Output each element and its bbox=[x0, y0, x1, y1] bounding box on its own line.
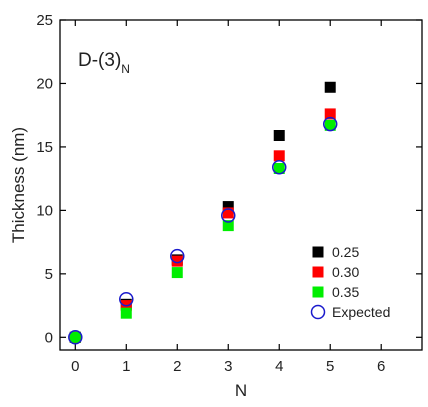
data-point-square bbox=[120, 307, 132, 319]
data-point-square bbox=[324, 119, 336, 131]
data-marks bbox=[68, 81, 338, 345]
y-tick-label: 10 bbox=[36, 202, 53, 219]
data-point-square bbox=[324, 108, 336, 120]
data-point-circle bbox=[170, 248, 185, 264]
y-tick-label: 20 bbox=[36, 75, 53, 92]
legend-marker bbox=[310, 304, 326, 320]
axis-ticks: 0 1 2 3 4 5 6 0 5 10 15 20 25 bbox=[36, 12, 422, 375]
data-point-circle bbox=[119, 291, 134, 307]
data-point-square bbox=[222, 220, 234, 232]
plot-frame bbox=[59, 19, 423, 351]
legend-label: 0.30 bbox=[332, 264, 359, 280]
legend-marker bbox=[312, 246, 324, 258]
legend-marker bbox=[312, 286, 324, 298]
data-point-square bbox=[273, 163, 285, 174]
y-tick-label: 0 bbox=[45, 329, 53, 346]
x-tick-label: 0 bbox=[71, 358, 79, 375]
x-axis-label: N bbox=[235, 381, 247, 400]
data-point-square bbox=[273, 150, 285, 162]
data-point-square bbox=[324, 81, 336, 93]
y-tick-label: 15 bbox=[36, 139, 53, 156]
data-point-circle bbox=[68, 330, 83, 345]
legend-marker bbox=[312, 266, 324, 278]
legend-label: 0.35 bbox=[332, 284, 359, 300]
annotation-subscript: N bbox=[121, 62, 130, 76]
chart-annotation: D-(3)N bbox=[78, 50, 130, 76]
y-tick-label: 5 bbox=[45, 266, 53, 283]
y-axis-label: Thickness (nm) bbox=[9, 127, 28, 243]
legend: 0.25 0.30 0.35 Expected bbox=[310, 244, 390, 320]
x-tick-label: 5 bbox=[326, 358, 334, 375]
data-point-square bbox=[222, 201, 234, 213]
data-point-circle bbox=[221, 208, 236, 223]
x-tick-label: 6 bbox=[377, 358, 385, 375]
annotation-main: D-(3) bbox=[78, 50, 121, 71]
data-point-square bbox=[171, 255, 183, 267]
y-tick-label: 25 bbox=[36, 12, 53, 29]
data-point-circle bbox=[271, 159, 287, 175]
legend-label: Expected bbox=[332, 304, 390, 320]
x-tick-label: 2 bbox=[173, 358, 181, 375]
data-point-square bbox=[69, 331, 81, 343]
x-tick-label: 4 bbox=[275, 358, 283, 375]
data-point-square bbox=[171, 267, 183, 279]
x-tick-label: 1 bbox=[122, 358, 130, 375]
x-tick-label: 3 bbox=[224, 358, 232, 375]
data-point-square bbox=[273, 130, 285, 141]
data-point-square bbox=[222, 207, 234, 219]
data-point-circle bbox=[322, 116, 338, 132]
legend-label: 0.25 bbox=[332, 244, 359, 260]
